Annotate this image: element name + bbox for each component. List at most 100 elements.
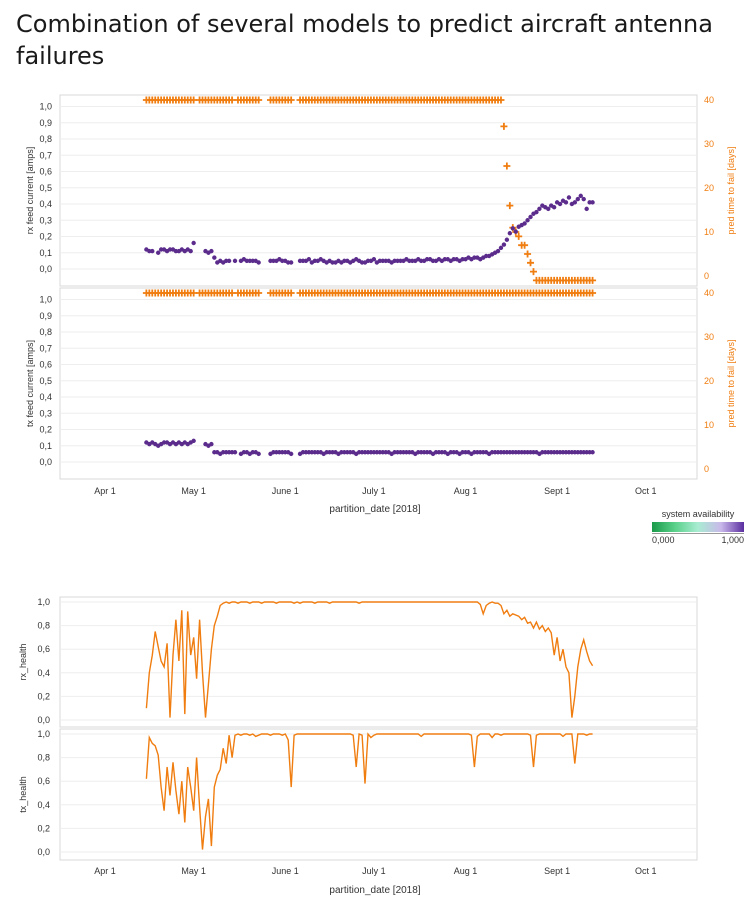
current-point bbox=[537, 206, 542, 212]
current-point bbox=[371, 257, 377, 262]
y-tick-label: 0,6 bbox=[39, 167, 52, 177]
prediction-mark bbox=[515, 232, 523, 240]
y-tick-label: 1,0 bbox=[39, 102, 52, 112]
y-tick-label: 0,6 bbox=[39, 360, 52, 370]
y-axis-title: tx_health bbox=[18, 776, 28, 813]
y2-tick-label: 40 bbox=[704, 288, 714, 298]
x-axis-title: partition_date [2018] bbox=[329, 885, 420, 896]
page-title: Combination of several models to predict… bbox=[16, 10, 713, 70]
y-axis-title: rx_health bbox=[18, 643, 28, 680]
current-point bbox=[188, 248, 193, 254]
y-tick-label: 1,0 bbox=[37, 597, 50, 607]
legend-title: system availability bbox=[661, 509, 735, 519]
y-tick-label: 1,0 bbox=[39, 295, 52, 305]
current-point bbox=[288, 260, 294, 265]
y-tick-label: 1,0 bbox=[37, 729, 50, 739]
current-point bbox=[191, 438, 196, 444]
y2-tick-label: 10 bbox=[704, 420, 714, 430]
current-point bbox=[528, 214, 533, 220]
current-point bbox=[557, 201, 563, 207]
y-tick-label: 0,0 bbox=[37, 715, 50, 725]
current-point bbox=[563, 200, 569, 205]
y-tick-label: 0,6 bbox=[37, 776, 50, 786]
y-tick-label: 0,8 bbox=[39, 134, 52, 144]
y-tick-label: 0,5 bbox=[39, 183, 52, 193]
x-tick-label: June 1 bbox=[272, 866, 299, 876]
current-point bbox=[578, 193, 583, 199]
y-tick-label: 0,7 bbox=[39, 343, 52, 353]
y-tick-label: 0,2 bbox=[39, 425, 52, 435]
y2-tick-label: 10 bbox=[704, 227, 714, 237]
current-point bbox=[232, 450, 238, 455]
prediction-mark bbox=[287, 289, 295, 297]
current-point bbox=[590, 200, 595, 205]
prediction-mark bbox=[190, 289, 198, 297]
prediction-mark bbox=[527, 259, 535, 267]
x-tick-label: Apr 1 bbox=[94, 486, 116, 496]
current-point bbox=[551, 205, 557, 210]
system-availability-legend: system availability 0,000 1,000 bbox=[652, 509, 744, 545]
panel-frame bbox=[59, 94, 698, 287]
current-point bbox=[150, 248, 155, 254]
feed-current-chart: 1,0 0,9 0,8 0,7 0,6 0,5 0,4 0,3 0,2 0,1 0,0 40 30 20 1… bbox=[25, 94, 736, 515]
prediction-mark bbox=[506, 202, 514, 210]
prediction-mark bbox=[255, 289, 263, 297]
y2-tick-label: 40 bbox=[704, 95, 714, 105]
y-tick-label: 0,4 bbox=[39, 199, 52, 209]
current-point bbox=[566, 195, 572, 200]
y-tick-label: 0,4 bbox=[37, 668, 50, 678]
y-tick-label: 0,4 bbox=[39, 392, 52, 402]
x-axis-title: partition_date [2018] bbox=[329, 504, 420, 515]
y-tick-label: 0,5 bbox=[39, 376, 52, 386]
health-chart: 1,0 0,8 0,6 0,4 0,2 0,0 rx_health 1,0 0,8 0,6 0,4 0… bbox=[18, 596, 698, 896]
y-tick-label: 0,2 bbox=[39, 232, 52, 242]
prediction-mark bbox=[521, 241, 529, 249]
current-point bbox=[572, 200, 578, 205]
y-tick-label: 0,2 bbox=[37, 823, 50, 833]
current-point bbox=[498, 245, 504, 251]
x-tick-label: July 1 bbox=[362, 866, 386, 876]
x-tick-label: Sept 1 bbox=[544, 486, 570, 496]
y-tick-label: 0,1 bbox=[39, 248, 52, 258]
x-tick-label: May 1 bbox=[181, 866, 206, 876]
y-tick-label: 0,3 bbox=[39, 408, 52, 418]
y-tick-label: 0,8 bbox=[37, 621, 50, 631]
x-tick-label: Sept 1 bbox=[544, 866, 570, 876]
y2-axis-title: pred time to fail [days] bbox=[726, 146, 736, 234]
current-point bbox=[495, 248, 501, 254]
current-point bbox=[232, 258, 238, 264]
prediction-mark bbox=[529, 268, 537, 276]
y-tick-label: 0,4 bbox=[37, 800, 50, 810]
y-tick-label: 0,8 bbox=[37, 753, 50, 763]
y-axis-title: rx feed current [amps] bbox=[25, 147, 35, 235]
y-tick-label: 0,0 bbox=[39, 457, 52, 467]
y2-tick-label: 30 bbox=[704, 332, 714, 342]
current-point bbox=[226, 258, 232, 264]
y2-tick-label: 0 bbox=[704, 464, 709, 474]
y-tick-label: 0,8 bbox=[39, 327, 52, 337]
prediction-mark bbox=[287, 96, 295, 104]
x-tick-label: June 1 bbox=[272, 486, 299, 496]
current-point bbox=[501, 242, 507, 247]
y-tick-label: 0,3 bbox=[39, 215, 52, 225]
current-point bbox=[546, 206, 551, 212]
y-tick-label: 0,6 bbox=[37, 644, 50, 654]
y2-tick-label: 30 bbox=[704, 139, 714, 149]
y-tick-label: 0,1 bbox=[39, 441, 52, 451]
panel-frame bbox=[59, 596, 698, 728]
prediction-mark bbox=[589, 276, 597, 284]
current-point bbox=[534, 209, 539, 215]
current-point bbox=[288, 451, 294, 457]
x-tick-label: May 1 bbox=[181, 486, 206, 496]
current-point bbox=[306, 257, 312, 262]
health-line bbox=[145, 732, 593, 850]
prediction-mark bbox=[497, 96, 505, 104]
x-tick-label: Oct 1 bbox=[635, 866, 657, 876]
x-tick-label: Oct 1 bbox=[635, 486, 657, 496]
legend-min-label: 0,000 bbox=[652, 535, 675, 545]
x-tick-label: Aug 1 bbox=[454, 486, 478, 496]
x-tick-label: July 1 bbox=[362, 486, 386, 496]
y2-tick-label: 20 bbox=[704, 376, 714, 386]
current-point bbox=[155, 250, 161, 255]
x-tick-label: Aug 1 bbox=[454, 866, 478, 876]
